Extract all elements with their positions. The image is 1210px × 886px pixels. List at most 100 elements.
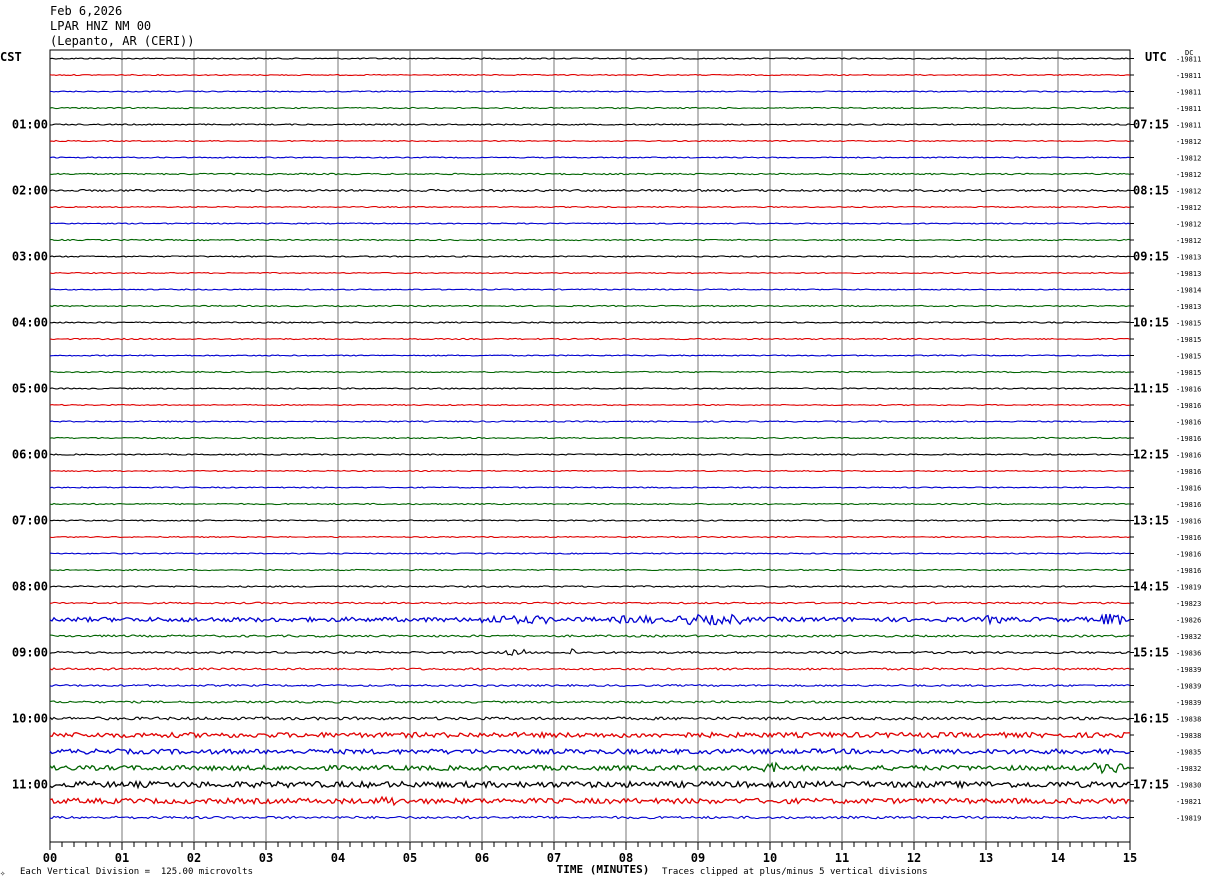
- seismic-trace: [49, 613, 1131, 626]
- left-hour-label: 09:00: [12, 646, 48, 660]
- seismic-trace: [49, 486, 1131, 489]
- seismic-trace: [49, 188, 1131, 193]
- dc-offset-label: -19813: [1176, 254, 1201, 262]
- dc-offset-label: -19819: [1176, 815, 1201, 823]
- dc-offset-label: -19815: [1176, 320, 1201, 328]
- x-tick-label: 07: [547, 851, 561, 865]
- right-hour-label: 12:15: [1133, 448, 1169, 462]
- dc-offset-label: -19816: [1176, 518, 1201, 526]
- seismic-trace: [49, 436, 1131, 440]
- left-hour-label: 01:00: [12, 118, 48, 132]
- left-hour-label: 07:00: [12, 514, 48, 528]
- seismic-trace: [50, 222, 1131, 225]
- dc-offset-label: -19816: [1176, 468, 1201, 476]
- seismic-trace: [49, 552, 1131, 555]
- right-hour-label: 09:15: [1133, 250, 1169, 264]
- left-timezone-label: CST: [0, 50, 22, 64]
- dc-offset-label: -19839: [1176, 666, 1201, 674]
- right-timezone-label: UTC: [1145, 50, 1167, 64]
- left-hour-label: 06:00: [12, 448, 48, 462]
- seismic-trace: [49, 779, 1131, 790]
- x-tick-label: 03: [259, 851, 273, 865]
- seismic-trace: [49, 73, 1131, 77]
- x-tick-label: 01: [115, 851, 129, 865]
- plot-frame: [49, 49, 1131, 843]
- dc-offset-label: -19816: [1176, 534, 1201, 542]
- x-tick-label: 09: [691, 851, 705, 865]
- dc-offset-label: -19811: [1176, 56, 1201, 64]
- seismic-trace: [49, 700, 1130, 704]
- dc-offset-label: -19816: [1176, 452, 1201, 460]
- seismic-trace: [49, 354, 1131, 357]
- right-hour-label: 10:15: [1133, 316, 1169, 330]
- right-hour-label: 08:15: [1133, 184, 1169, 198]
- seismic-trace: [49, 601, 1131, 605]
- dc-offset-label: -19839: [1176, 683, 1201, 691]
- right-hour-label: 13:15: [1133, 514, 1169, 528]
- seismic-trace: [49, 585, 1131, 588]
- seismic-trace: [49, 469, 1130, 473]
- dc-offset-label: -19815: [1176, 369, 1201, 377]
- station-title: LPAR HNZ NM 00: [50, 19, 152, 33]
- dc-offset-label: -19836: [1176, 650, 1201, 658]
- right-hour-label: 15:15: [1133, 646, 1169, 660]
- left-hour-label: 10:00: [12, 712, 48, 726]
- right-hour-label: 07:15: [1133, 118, 1169, 132]
- x-axis-label: TIME (MINUTES): [557, 863, 650, 876]
- plot-date: Feb 6,2026: [50, 4, 123, 18]
- seismic-trace: [49, 519, 1131, 522]
- seismic-trace: [49, 57, 1131, 60]
- right-hour-label: 16:15: [1133, 712, 1169, 726]
- seismic-trace: [49, 568, 1131, 572]
- right-hour-label: 14:15: [1133, 580, 1169, 594]
- seismic-trace: [49, 634, 1131, 638]
- dc-offset-label: -19816: [1176, 435, 1201, 443]
- dc-offset-label: -19814: [1176, 287, 1201, 295]
- seismic-trace: [49, 139, 1130, 143]
- dc-offset-label: -19815: [1176, 336, 1201, 344]
- dc-offset-header: DC: [1185, 49, 1194, 57]
- dc-offset-label: -19811: [1176, 122, 1201, 130]
- seismic-trace: [49, 453, 1131, 456]
- left-hour-label: 05:00: [12, 382, 48, 396]
- dc-offset-label: -19830: [1176, 782, 1201, 790]
- dc-offset-label: -19812: [1176, 204, 1201, 212]
- dc-offset-label: -19826: [1176, 617, 1201, 625]
- dc-offset-label: -19812: [1176, 237, 1201, 245]
- station-location: (Lepanto, AR (CERI)): [50, 34, 195, 48]
- x-tick-label: 13: [979, 851, 993, 865]
- seismic-trace: [49, 156, 1131, 159]
- seismic-trace: [49, 106, 1131, 110]
- seismic-trace: [49, 535, 1131, 539]
- seismic-trace: [49, 321, 1131, 324]
- seismic-trace: [49, 172, 1131, 176]
- seismic-trace: [49, 730, 1131, 740]
- left-hour-label: 04:00: [12, 316, 48, 330]
- x-tick-label: 15: [1123, 851, 1137, 865]
- dc-offset-label: -19816: [1176, 567, 1201, 575]
- left-hour-label: 02:00: [12, 184, 48, 198]
- seismic-trace: [49, 683, 1131, 688]
- dc-offset-label: -19816: [1176, 419, 1201, 427]
- seismic-trace: [49, 238, 1131, 242]
- seismic-trace: [49, 288, 1131, 291]
- x-tick-label: 10: [763, 851, 777, 865]
- seismic-trace: [49, 205, 1130, 209]
- seismic-trace: [49, 304, 1131, 308]
- left-hour-label: 11:00: [12, 778, 48, 792]
- seismic-trace: [49, 648, 1131, 656]
- x-tick-label: 05: [403, 851, 417, 865]
- dc-offset-label: -19821: [1176, 798, 1201, 806]
- logo-mark: ✧: [0, 869, 6, 879]
- clip-note: Traces clipped at plus/minus 5 vertical …: [662, 867, 928, 877]
- dc-offset-label: -19815: [1176, 353, 1201, 361]
- dc-offset-label: -19816: [1176, 501, 1201, 509]
- seismic-trace: [49, 420, 1131, 423]
- x-tick-label: 04: [331, 851, 345, 865]
- seismic-trace: [49, 370, 1131, 374]
- seismic-trace: [49, 387, 1131, 390]
- x-tick-label: 00: [43, 851, 57, 865]
- x-tick-label: 11: [835, 851, 849, 865]
- seismic-trace: [49, 795, 1131, 807]
